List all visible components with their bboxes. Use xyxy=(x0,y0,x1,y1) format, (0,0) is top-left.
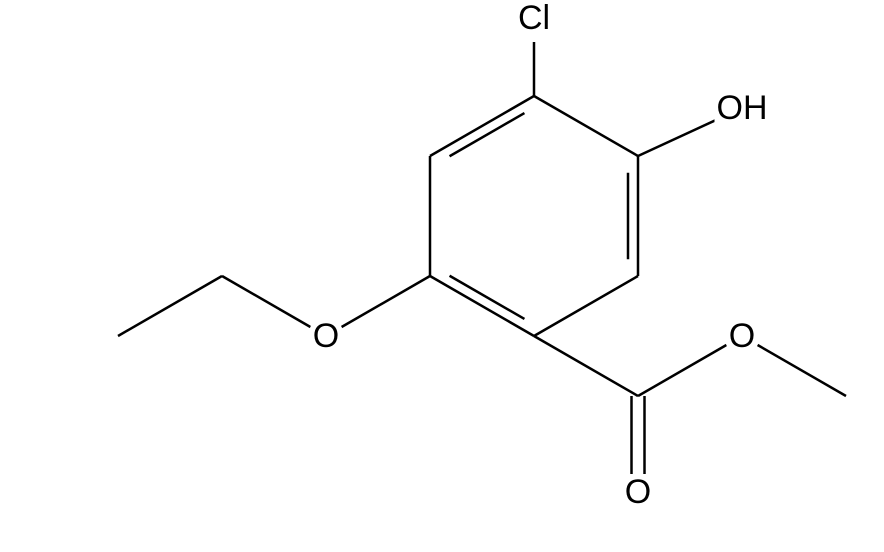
bond-layer xyxy=(0,0,884,552)
atom-label-O2: O xyxy=(623,475,653,509)
atom-label-O3: O xyxy=(727,319,757,353)
chemical-structure-diagram: Cl OH O O O xyxy=(0,0,884,552)
atom-label-O1: OH xyxy=(715,91,770,125)
atom-label-O4: O xyxy=(311,319,341,353)
atom-label-Cl: Cl xyxy=(516,1,552,35)
